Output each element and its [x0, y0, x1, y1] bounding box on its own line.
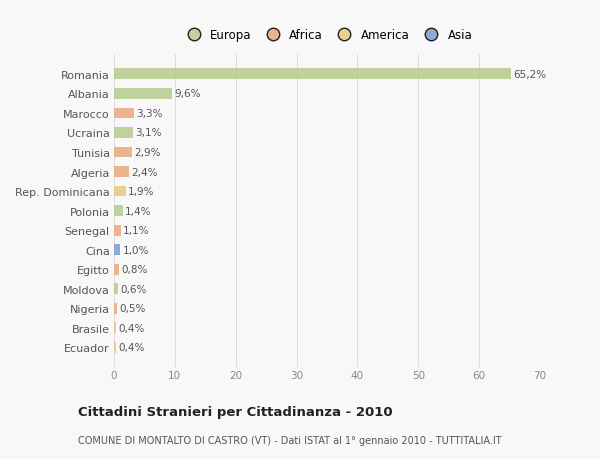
Bar: [114, 303, 117, 314]
Text: 0,5%: 0,5%: [119, 304, 146, 313]
Text: 2,4%: 2,4%: [131, 167, 158, 177]
Text: 1,1%: 1,1%: [123, 226, 149, 235]
Text: 0,4%: 0,4%: [119, 343, 145, 353]
Text: 2,9%: 2,9%: [134, 148, 161, 157]
Text: 0,4%: 0,4%: [119, 323, 145, 333]
Text: Cittadini Stranieri per Cittadinanza - 2010: Cittadini Stranieri per Cittadinanza - 2…: [78, 405, 392, 419]
Bar: [114, 128, 133, 139]
Text: COMUNE DI MONTALTO DI CASTRO (VT) - Dati ISTAT al 1° gennaio 2010 - TUTTITALIA.I: COMUNE DI MONTALTO DI CASTRO (VT) - Dati…: [78, 435, 502, 445]
Bar: [114, 186, 125, 197]
Text: 3,1%: 3,1%: [136, 128, 162, 138]
Bar: [114, 89, 172, 100]
Text: 9,6%: 9,6%: [175, 89, 202, 99]
Text: 1,4%: 1,4%: [125, 206, 151, 216]
Bar: [114, 147, 131, 158]
Bar: [114, 206, 122, 217]
Bar: [114, 342, 116, 353]
Bar: [114, 225, 121, 236]
Legend: Europa, Africa, America, Asia: Europa, Africa, America, Asia: [179, 27, 475, 45]
Bar: [114, 264, 119, 275]
Bar: [114, 167, 128, 178]
Text: 1,9%: 1,9%: [128, 187, 154, 196]
Bar: [114, 284, 118, 295]
Text: 0,8%: 0,8%: [121, 265, 148, 274]
Text: 65,2%: 65,2%: [513, 70, 547, 79]
Bar: [114, 323, 116, 334]
Bar: [114, 245, 120, 256]
Bar: [114, 69, 511, 80]
Text: 0,6%: 0,6%: [120, 284, 146, 294]
Text: 1,0%: 1,0%: [122, 245, 149, 255]
Bar: [114, 108, 134, 119]
Text: 3,3%: 3,3%: [137, 109, 163, 118]
